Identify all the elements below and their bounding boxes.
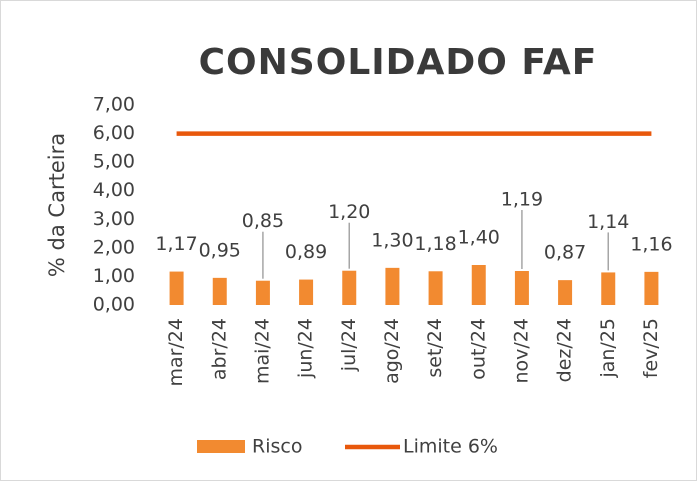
- bar: [385, 267, 400, 305]
- data-label: 0,85: [242, 210, 284, 232]
- x-tick-label: jan/25: [597, 318, 619, 379]
- x-tick-label: fev/25: [640, 318, 662, 378]
- y-tick-label: 2,00: [93, 236, 135, 258]
- bar: [212, 277, 227, 305]
- bar: [601, 272, 616, 305]
- legend-swatch: [197, 440, 245, 453]
- x-tick-label: mai/24: [251, 318, 273, 384]
- data-label: 1,30: [371, 229, 413, 251]
- y-tick-label: 7,00: [93, 94, 135, 116]
- bar: [514, 271, 529, 305]
- y-tick-label: 3,00: [93, 208, 135, 230]
- bar: [299, 279, 314, 305]
- y-tick-label: 0,00: [93, 294, 135, 316]
- data-label: 0,87: [544, 242, 586, 264]
- y-tick-label: 1,00: [93, 265, 135, 287]
- y-tick-label: 6,00: [93, 122, 135, 144]
- legend-label: Risco: [252, 436, 302, 458]
- y-axis-title: % da Carteira: [45, 133, 69, 277]
- data-label: 0,89: [285, 241, 327, 263]
- data-label: 1,18: [414, 233, 456, 255]
- y-tick-label: 5,00: [93, 151, 135, 173]
- bar: [255, 280, 270, 305]
- y-tick-label: 4,00: [93, 179, 135, 201]
- bar: [471, 265, 486, 305]
- legend-label: Limite 6%: [403, 436, 498, 458]
- data-label: 1,16: [630, 233, 672, 255]
- data-label: 1,40: [458, 227, 500, 249]
- bar: [558, 280, 573, 305]
- x-tick-label: abr/24: [208, 318, 230, 380]
- x-tick-label: jun/24: [295, 318, 317, 379]
- data-label: 1,19: [501, 189, 543, 211]
- x-tick-label: nov/24: [510, 318, 532, 384]
- bar: [644, 271, 659, 305]
- x-tick-label: jul/24: [338, 318, 360, 372]
- x-tick-label: dez/24: [554, 318, 576, 382]
- bar: [428, 271, 443, 305]
- bar: [342, 270, 357, 305]
- data-label: 1,17: [155, 233, 197, 255]
- data-label: 1,14: [587, 211, 629, 233]
- chart-title: CONSOLIDADO FAF: [199, 42, 598, 83]
- data-label: 0,95: [199, 239, 241, 261]
- bar: [169, 271, 184, 305]
- x-tick-label: ago/24: [381, 318, 403, 384]
- x-tick-label: out/24: [467, 318, 489, 380]
- x-tick-label: set/24: [424, 318, 446, 378]
- data-label: 1,20: [328, 201, 370, 223]
- x-tick-label: mar/24: [165, 318, 187, 387]
